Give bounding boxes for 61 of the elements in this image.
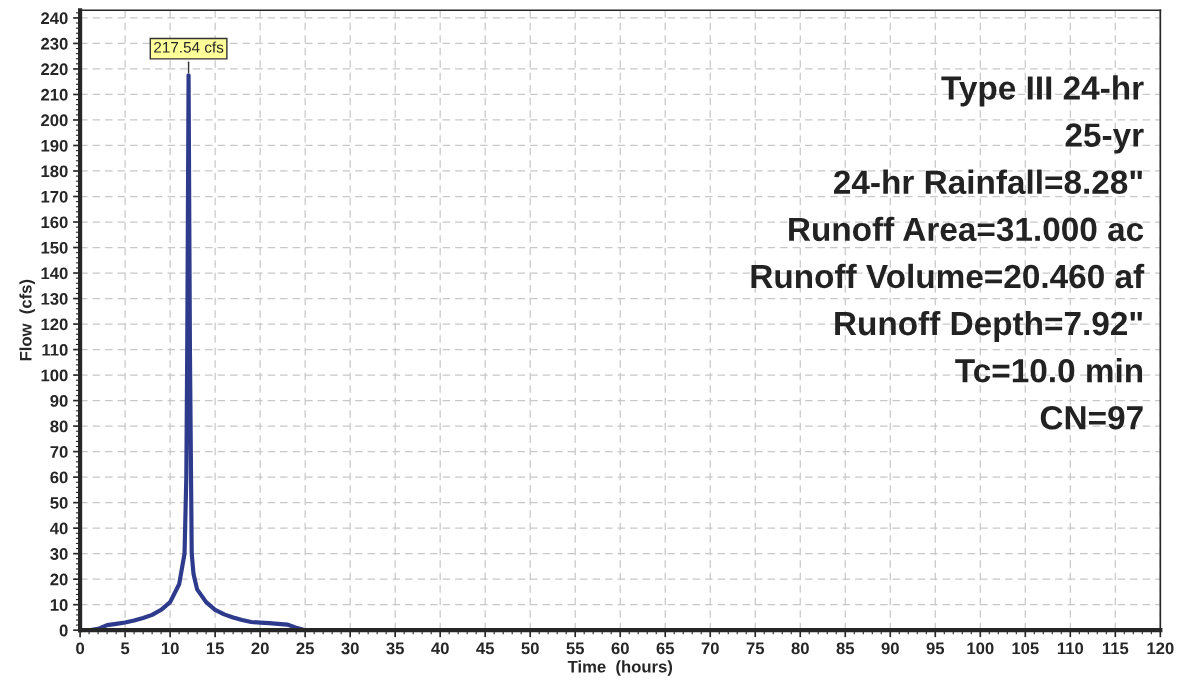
y-tick-label: 210 (41, 88, 68, 101)
x-tick-label: 0 (76, 642, 85, 655)
annotation: 217.54 cfs (154, 41, 224, 53)
y-tick-label: 110 (42, 343, 68, 356)
y-tick-label: 160 (41, 216, 68, 229)
x-tick-label: 95 (926, 642, 945, 655)
y-tick-label: 150 (41, 241, 68, 254)
y-tick-label: 220 (41, 63, 68, 76)
y-tick-label: 170 (41, 190, 68, 203)
y-tick-label: 30 (50, 548, 68, 560)
y-tick-label: 10 (50, 599, 68, 611)
x-tick-label: 100 (967, 642, 994, 655)
y-tick-label: 20 (50, 573, 68, 586)
x-tick-label: 20 (251, 642, 269, 655)
annotation: Tc=10.0 min (955, 358, 1143, 383)
x-tick-label: 70 (701, 642, 719, 655)
x-tick-label: 60 (611, 642, 629, 655)
y-tick-label: 80 (50, 420, 68, 433)
y-axis-title: Flow (cfs) (19, 279, 35, 361)
y-tick-label: 40 (50, 522, 68, 535)
x-tick-label: 45 (476, 642, 494, 655)
annotation: Runoff Area=31.000 ac (789, 216, 1144, 242)
y-tick-label: 200 (41, 114, 68, 127)
y-tick-label: 50 (50, 497, 68, 509)
x-tick-label: 75 (746, 642, 765, 655)
y-tick-label: 90 (50, 395, 68, 407)
annotation: 24-hr Rainfall=8.28" (833, 169, 1142, 195)
y-tick-label: 0 (59, 624, 68, 637)
y-tick-label: 140 (41, 267, 68, 280)
annotation: Runoff Volume=20.460 af (751, 263, 1145, 289)
y-tick-label: 130 (41, 292, 68, 305)
x-tick-label: 15 (206, 642, 224, 655)
y-tick-label: 180 (41, 165, 68, 178)
annotation: Runoff Depth=7.92" (835, 310, 1142, 342)
x-tick-label: 10 (161, 642, 179, 655)
x-axis-title: Time (hours) (567, 660, 673, 676)
y-tick-label: 70 (50, 446, 68, 458)
x-tick-label: 40 (431, 642, 449, 655)
annotation: Type III 24-hr (941, 75, 1144, 107)
y-tick-label: 60 (50, 471, 68, 484)
y-tick-label: 120 (41, 318, 68, 331)
x-tick-label: 5 (120, 642, 130, 655)
x-tick-label: 25 (296, 642, 314, 655)
y-tick-label: 190 (41, 139, 68, 152)
x-tick-label: 80 (791, 642, 809, 655)
x-tick-label: 55 (566, 642, 585, 655)
x-tick-label: 30 (341, 642, 359, 655)
x-tick-label: 65 (656, 642, 675, 655)
y-tick-label: 100 (41, 369, 68, 382)
y-tick-label: 240 (41, 12, 68, 25)
x-tick-label: 35 (386, 642, 404, 655)
x-tick-label: 90 (881, 642, 899, 655)
x-tick-label: 115 (1102, 642, 1129, 655)
x-tick-label: 120 (1147, 642, 1174, 655)
annotation: CN=97 (1040, 406, 1143, 430)
x-tick-label: 110 (1057, 642, 1084, 655)
x-tick-label: 85 (836, 642, 855, 655)
x-tick-label: 50 (521, 642, 539, 655)
annotation: 25-yr (1065, 123, 1144, 154)
x-tick-label: 105 (1012, 642, 1039, 655)
y-tick-label: 230 (41, 37, 68, 50)
